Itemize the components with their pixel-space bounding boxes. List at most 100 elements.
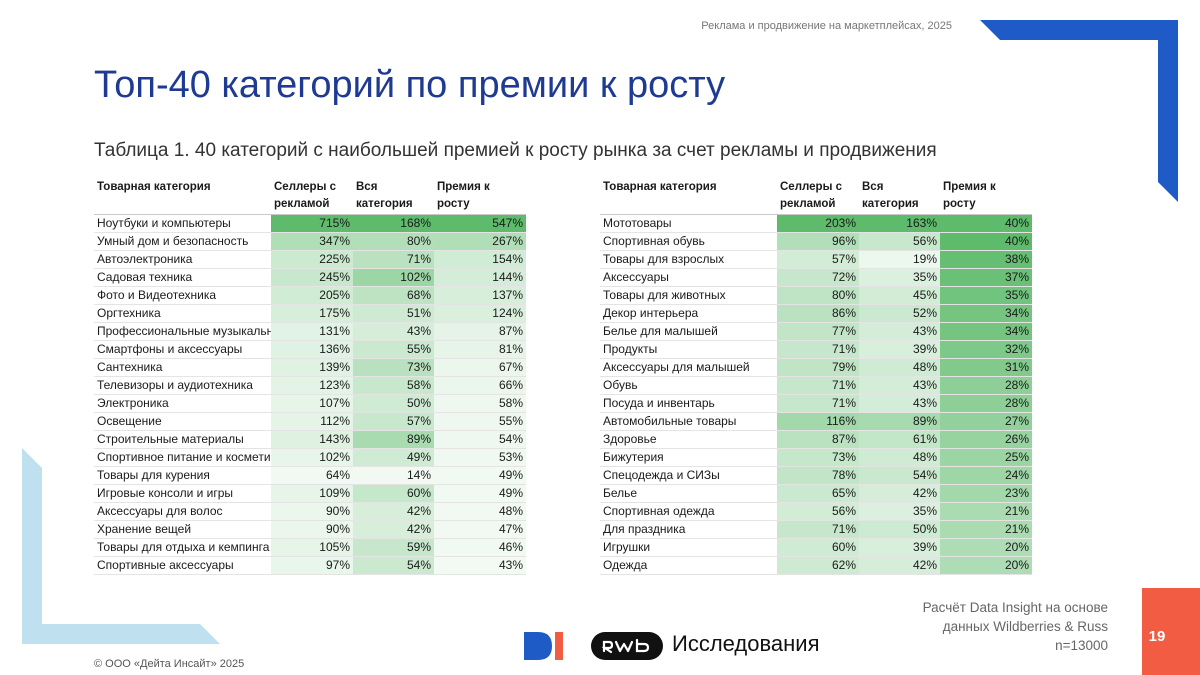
table-row: Смартфоны и аксессуары 136% 55% 81% — [94, 340, 526, 359]
category-name-cell: Садовая техника — [94, 268, 271, 287]
sellers-with-ads-cell: 116% — [777, 412, 859, 431]
category-name-cell: Спортивная одежда — [600, 502, 777, 521]
table-row: Аксессуары для волос 90% 42% 48% — [94, 502, 526, 521]
left-category-table: Товарная категория Селлеры с рекламой Вс… — [94, 178, 526, 575]
growth-premium-cell: 137% — [434, 286, 526, 305]
col-header-growth-premium: Премия к росту — [434, 178, 526, 215]
category-name-cell: Хранение вещей — [94, 520, 271, 539]
category-name-cell: Телевизоры и аудиотехника — [94, 376, 271, 395]
table-row: Спецодежда и СИЗы 78% 54% 24% — [600, 466, 1032, 485]
growth-premium-cell: 154% — [434, 250, 526, 269]
sellers-with-ads-cell: 78% — [777, 466, 859, 485]
whole-category-cell: 50% — [353, 394, 434, 413]
sellers-with-ads-cell: 62% — [777, 556, 859, 575]
whole-category-cell: 42% — [859, 484, 940, 503]
growth-premium-cell: 49% — [434, 466, 526, 485]
page-number-box — [1142, 588, 1200, 675]
category-name-cell: Товары для взрослых — [600, 250, 777, 269]
source-line: данных Wildberries & Russ — [942, 619, 1108, 634]
table-row: Продукты 71% 39% 32% — [600, 340, 1032, 359]
table-row: Освещение 112% 57% 55% — [94, 412, 526, 431]
category-name-cell: Белье для малышей — [600, 322, 777, 341]
page-number: 19 — [1148, 628, 1166, 645]
category-name-cell: Бижутерия — [600, 448, 777, 467]
category-name-cell: Для праздника — [600, 520, 777, 539]
sellers-with-ads-cell: 102% — [271, 448, 353, 467]
growth-premium-cell: 31% — [940, 358, 1032, 377]
table-row: Профессиональные музыкальн 131% 43% 87% — [94, 322, 526, 341]
table-row: Спортивное питание и космети 102% 49% 53% — [94, 448, 526, 467]
table-row: Строительные материалы 143% 89% 54% — [94, 430, 526, 449]
table-row: Товары для взрослых 57% 19% 38% — [600, 250, 1032, 269]
rwb-logo — [591, 632, 663, 660]
growth-premium-cell: 46% — [434, 538, 526, 557]
right-category-table: Товарная категория Селлеры с рекламой Вс… — [600, 178, 1032, 575]
sellers-with-ads-cell: 79% — [777, 358, 859, 377]
whole-category-cell: 56% — [859, 232, 940, 251]
table-header-row: Товарная категория Селлеры с рекламой Вс… — [94, 178, 526, 215]
category-name-cell: Игрушки — [600, 538, 777, 557]
growth-premium-cell: 66% — [434, 376, 526, 395]
whole-category-cell: 59% — [353, 538, 434, 557]
col-header-sellers-with-ads: Селлеры с рекламой — [777, 178, 859, 215]
growth-premium-cell: 28% — [940, 394, 1032, 413]
whole-category-cell: 57% — [353, 412, 434, 431]
whole-category-cell: 89% — [353, 430, 434, 449]
table-row: Бижутерия 73% 48% 25% — [600, 448, 1032, 467]
table-row: Спортивная обувь 96% 56% 40% — [600, 232, 1032, 251]
whole-category-cell: 43% — [859, 322, 940, 341]
growth-premium-cell: 37% — [940, 268, 1032, 287]
category-name-cell: Смартфоны и аксессуары — [94, 340, 271, 359]
growth-premium-cell: 25% — [940, 448, 1032, 467]
growth-premium-cell: 48% — [434, 502, 526, 521]
category-name-cell: Спортивные аксессуары — [94, 556, 271, 575]
whole-category-cell: 102% — [353, 268, 434, 287]
whole-category-cell: 42% — [353, 520, 434, 539]
growth-premium-cell: 24% — [940, 466, 1032, 485]
sellers-with-ads-cell: 143% — [271, 430, 353, 449]
whole-category-cell: 42% — [353, 502, 434, 521]
whole-category-cell: 35% — [859, 502, 940, 521]
whole-category-cell: 14% — [353, 466, 434, 485]
table-caption: Таблица 1. 40 категорий с наибольшей пре… — [94, 140, 937, 161]
whole-category-cell: 35% — [859, 268, 940, 287]
whole-category-cell: 45% — [859, 286, 940, 305]
sellers-with-ads-cell: 71% — [777, 394, 859, 413]
source-line: Расчёт Data Insight на основе — [922, 600, 1108, 615]
whole-category-cell: 43% — [353, 322, 434, 341]
sellers-with-ads-cell: 64% — [271, 466, 353, 485]
growth-premium-cell: 47% — [434, 520, 526, 539]
whole-category-cell: 52% — [859, 304, 940, 323]
whole-category-cell: 54% — [859, 466, 940, 485]
table-row: Товары для курения 64% 14% 49% — [94, 466, 526, 485]
growth-premium-cell: 26% — [940, 430, 1032, 449]
sellers-with-ads-cell: 90% — [271, 520, 353, 539]
sellers-with-ads-cell: 71% — [777, 520, 859, 539]
category-name-cell: Аксессуары — [600, 268, 777, 287]
table-row: Фото и Видеотехника 205% 68% 137% — [94, 286, 526, 305]
whole-category-cell: 68% — [353, 286, 434, 305]
sellers-with-ads-cell: 71% — [777, 340, 859, 359]
sellers-with-ads-cell: 109% — [271, 484, 353, 503]
whole-category-cell: 60% — [353, 484, 434, 503]
table-row: Сантехника 139% 73% 67% — [94, 358, 526, 377]
whole-category-cell: 163% — [859, 214, 940, 233]
growth-premium-cell: 35% — [940, 286, 1032, 305]
whole-category-cell: 55% — [353, 340, 434, 359]
growth-premium-cell: 23% — [940, 484, 1032, 503]
whole-category-cell: 58% — [353, 376, 434, 395]
growth-premium-cell: 267% — [434, 232, 526, 251]
whole-category-cell: 39% — [859, 340, 940, 359]
category-name-cell: Автомобильные товары — [600, 412, 777, 431]
category-name-cell: Обувь — [600, 376, 777, 395]
growth-premium-cell: 67% — [434, 358, 526, 377]
col-header-growth-premium: Премия к росту — [940, 178, 1032, 215]
category-name-cell: Игровые консоли и игры — [94, 484, 271, 503]
growth-premium-cell: 81% — [434, 340, 526, 359]
table-row: Для праздника 71% 50% 21% — [600, 520, 1032, 539]
whole-category-cell: 61% — [859, 430, 940, 449]
category-name-cell: Оргтехника — [94, 304, 271, 323]
growth-premium-cell: 20% — [940, 538, 1032, 557]
whole-category-cell: 39% — [859, 538, 940, 557]
category-name-cell: Белье — [600, 484, 777, 503]
